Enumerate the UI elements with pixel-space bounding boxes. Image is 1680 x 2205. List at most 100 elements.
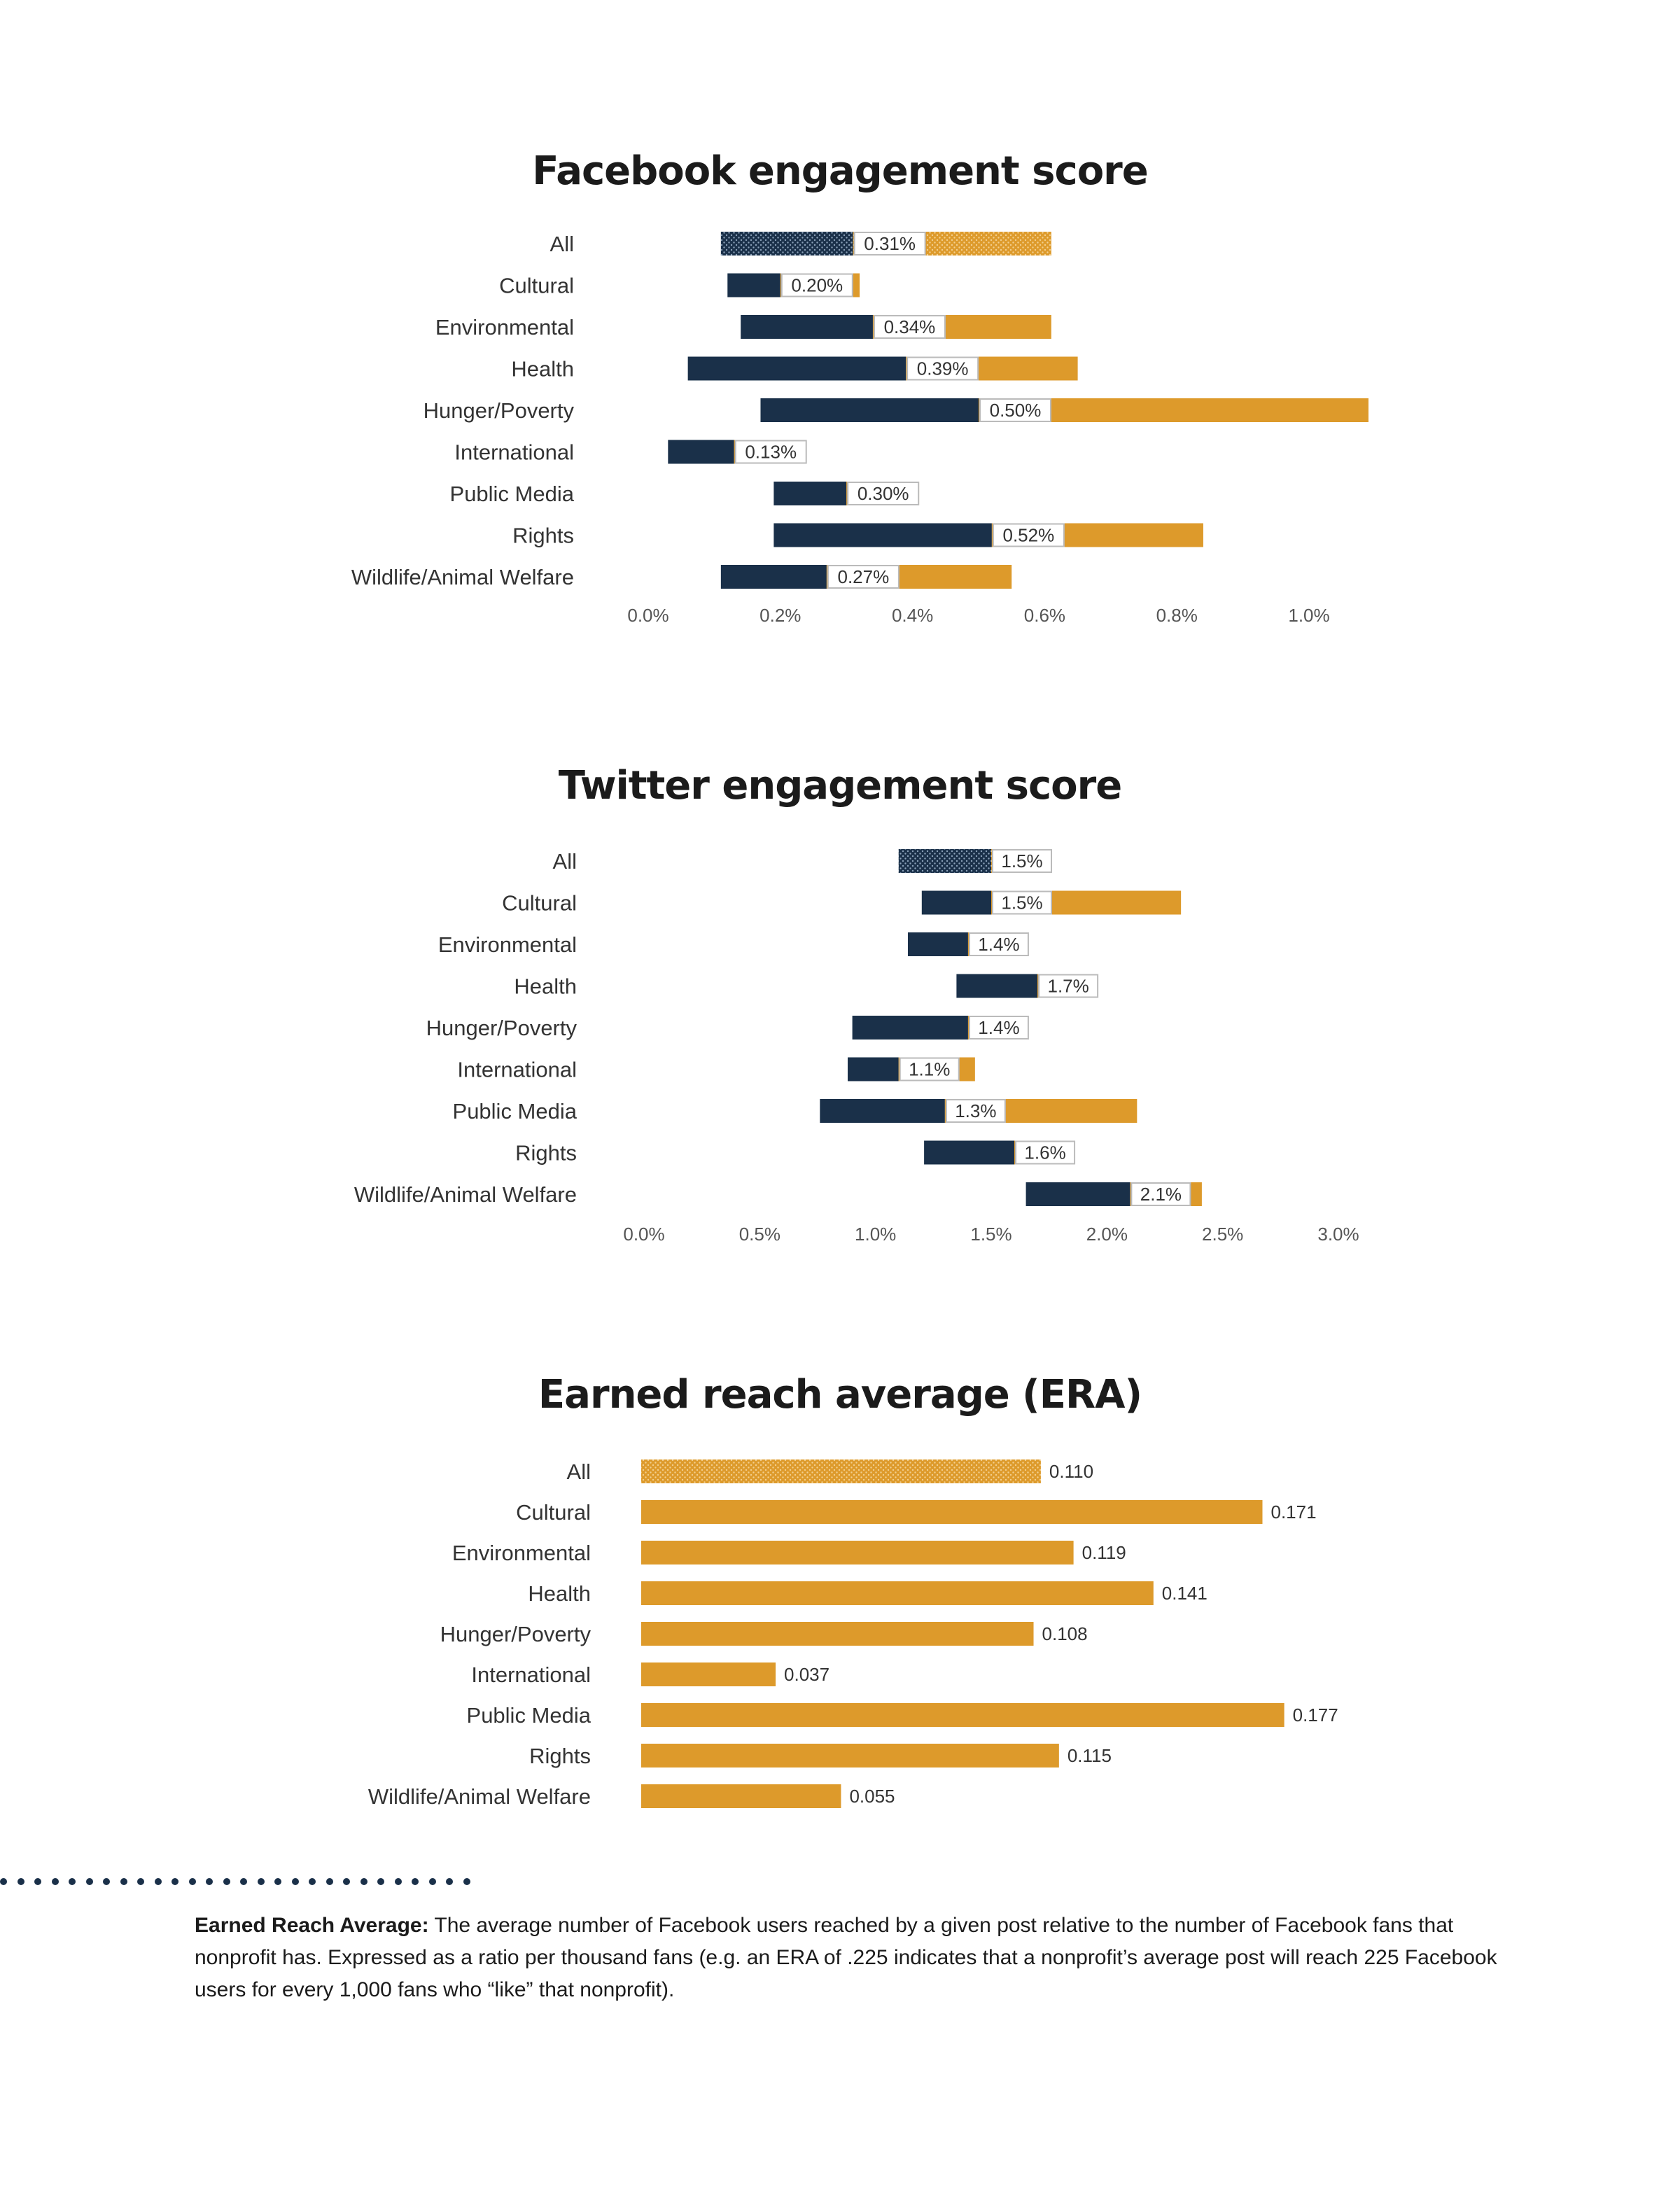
divider-dot [172,1878,178,1885]
value-label-box-hunger-poverty [979,398,1051,422]
definition-text: The average number of Facebook users rea… [195,1914,1497,2001]
era-definition: Earned Reach Average: The average number… [195,1910,1511,2006]
era-chart-title: Earned reach average (ERA) [538,1372,1142,1418]
value-label-box-international [899,1057,960,1082]
dotted-divider [0,1876,490,1890]
divider-dot [291,1878,299,1885]
value-label-environmental: 1.4% [978,934,1019,955]
x-tick-label: 0.0% [627,605,668,626]
x-tick-label: 1.0% [855,1224,896,1245]
bar-rights [641,1744,1059,1768]
bar-low-health [956,974,1038,998]
x-tick-label: 1.5% [970,1224,1011,1245]
value-label-box-cultural [780,273,853,298]
twitter-engagement-chart: All 1.5% Cultural 1.5% Environmental 1.4% Heal… [354,849,1359,1245]
divider-dot [240,1878,247,1885]
category-label-public-media: Public Media [453,1099,578,1124]
value-label-box-cultural [992,890,1052,915]
bar-international [641,1662,776,1686]
value-label-wildlife-animal-welfare: 0.055 [849,1786,895,1807]
x-tick-label: 1.0% [1288,605,1329,626]
category-label-all: All [550,232,574,256]
facebook-chart-title: Facebook engagement score [532,148,1149,194]
value-label-public-media: 0.30% [858,483,909,504]
value-label-box-international [734,440,807,464]
bar-cultural [641,1500,1263,1524]
value-label-box-public-media [945,1099,1006,1123]
x-tick-label: 0.8% [1156,605,1198,626]
category-label-cultural: Cultural [499,274,574,298]
value-label-cultural: 0.171 [1270,1502,1316,1522]
category-label-all: All [567,1460,591,1484]
divider-dot [274,1878,281,1885]
x-tick-label: 0.2% [760,605,801,626]
divider-dot [394,1878,402,1885]
category-label-hunger-poverty: Hunger/Poverty [426,1016,578,1040]
bar-hunger-poverty [641,1622,1034,1646]
value-label-health: 0.141 [1162,1583,1208,1604]
divider-dot [17,1878,24,1885]
x-tick-label: 0.6% [1024,605,1065,626]
divider-dot [0,1878,7,1885]
definition-term: Earned Reach Average: [195,1914,429,1937]
value-label-box-hunger-poverty [968,1016,1029,1040]
bar-low-all [720,232,853,255]
category-label-environmental: Environmental [452,1541,591,1565]
value-label-box-rights [992,523,1065,547]
category-label-international: International [457,1058,577,1082]
category-label-health: Health [514,974,577,999]
value-label-box-all [853,232,926,255]
category-label-rights: Rights [515,1141,577,1166]
bar-low-public-media [774,482,847,505]
x-tick-label: 0.5% [739,1224,780,1245]
value-label-environmental: 0.119 [1082,1542,1126,1563]
category-label-hunger-poverty: Hunger/Poverty [440,1622,592,1646]
x-tick-label: 0.0% [623,1224,664,1245]
category-label-rights: Rights [512,524,574,548]
category-label-health: Health [511,357,574,382]
divider-dot [120,1878,127,1885]
value-label-cultural: 1.5% [1001,892,1042,913]
value-label-international: 0.037 [784,1664,830,1685]
value-label-public-media: 0.177 [1293,1704,1338,1726]
x-tick-label: 2.0% [1086,1224,1128,1245]
value-label-all: 1.5% [1001,850,1042,872]
value-label-hunger-poverty: 1.4% [978,1017,1019,1038]
value-label-box-health [906,356,979,381]
value-label-health: 0.39% [917,358,969,379]
bar-low-hunger-poverty [852,1016,968,1040]
category-label-cultural: Cultural [502,891,577,916]
category-label-cultural: Cultural [516,1500,591,1525]
category-label-environmental: Environmental [435,315,574,340]
bar-public-media [641,1703,1284,1727]
bar-low-public-media [820,1099,945,1123]
bar-health [641,1581,1154,1605]
category-label-health: Health [528,1581,591,1606]
value-label-box-public-media [847,482,920,505]
divider-dot [257,1878,265,1885]
value-label-box-health [1038,974,1099,998]
category-label-international: International [454,440,574,465]
category-label-wildlife-animal-welfare: Wildlife/Animal Welfare [368,1784,591,1809]
value-label-box-wildlife-animal-welfare [1130,1182,1191,1206]
value-label-cultural: 0.20% [791,275,843,296]
bar-low-international [847,1057,899,1082]
value-label-health: 1.7% [1048,976,1089,997]
bar-low-international [668,440,734,464]
value-label-hunger-poverty: 0.50% [990,400,1042,421]
category-label-all: All [553,849,577,874]
divider-dot [412,1878,419,1885]
era-chart: All 0.110 Cultural 0.171 Environmental 0.119 H… [368,1460,1338,1809]
value-label-box-rights [1015,1140,1076,1165]
divider-dot [309,1878,316,1885]
bar-low-cultural [727,273,780,298]
category-label-public-media: Public Media [450,482,575,506]
divider-dot [103,1878,110,1885]
category-label-public-media: Public Media [467,1703,592,1728]
bar-low-environmental [907,932,968,956]
divider-dot [188,1878,196,1885]
twitter-chart-title: Twitter engagement score [558,763,1122,808]
value-label-wildlife-animal-welfare: 0.27% [838,566,890,587]
value-label-box-all [992,849,1052,873]
bar-low-rights [774,523,992,547]
